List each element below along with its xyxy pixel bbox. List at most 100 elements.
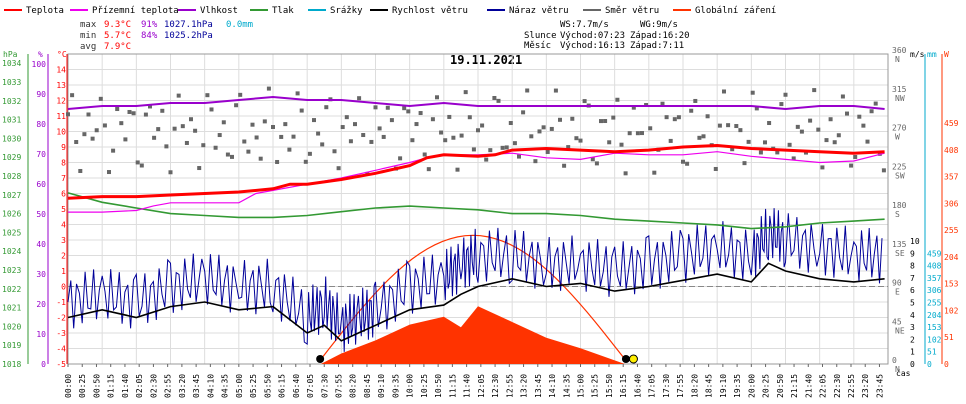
- wind-dir-point: [635, 131, 640, 136]
- tick-label-wind-dir-name: N: [895, 55, 900, 64]
- x-tick-label: 18:45: [705, 374, 714, 398]
- tick-label-wind-dir-name: NE: [895, 326, 905, 335]
- wind-dir-point: [795, 124, 800, 129]
- wind-gust-line: [67, 208, 883, 352]
- wind-dir-point: [820, 165, 825, 170]
- tick-label-rain: 255: [927, 299, 942, 308]
- wind-dir-point: [763, 140, 767, 145]
- wind-dir-point: [676, 115, 681, 120]
- tick-label-pct: 20: [36, 300, 46, 309]
- unit-pct: %: [38, 50, 43, 59]
- wind-dir-point: [701, 134, 706, 139]
- wind-dir-point: [176, 93, 181, 98]
- x-tick-label: 02:55: [164, 374, 173, 398]
- wind-dir-point: [398, 156, 403, 161]
- wind-dir-point: [320, 142, 325, 147]
- wind-dir-point: [102, 123, 107, 128]
- x-tick-label: 20:00: [747, 374, 756, 398]
- tick-label-wind-ms: 9: [910, 249, 915, 258]
- x-tick-label: 21:15: [790, 374, 799, 398]
- tick-label-wind-dir: 45: [892, 317, 902, 326]
- unit-rad: W: [944, 50, 949, 59]
- temperature-line: [67, 143, 885, 200]
- wind-dir-point: [865, 139, 870, 144]
- x-tick-label: 08:20: [349, 374, 358, 398]
- x-tick-label: 07:05: [306, 374, 315, 398]
- legend-label: Tlak: [272, 6, 294, 16]
- wind-dir-point: [881, 168, 886, 173]
- tick-label-wind-ms: 1: [910, 348, 915, 357]
- moon-rise: Východ:16:13: [560, 41, 625, 51]
- wind-dir-point: [808, 118, 813, 123]
- wind-dir-point: [861, 123, 866, 128]
- wind-dir-point: [287, 147, 292, 152]
- unit-time: čas: [896, 368, 911, 378]
- tick-label-degc: 11: [56, 112, 66, 121]
- legend-label: Směr větru: [605, 6, 659, 16]
- tick-label-hpa: 1023: [2, 266, 21, 275]
- wind-dir-point: [123, 137, 128, 142]
- tick-label-degc: 13: [56, 81, 66, 90]
- wind-dir-point: [98, 96, 103, 101]
- wind-dir-point: [705, 114, 710, 119]
- humidity-line: [67, 95, 885, 111]
- tick-label-rain: 51: [927, 348, 937, 357]
- x-tick-label: 09:10: [377, 374, 386, 398]
- x-tick-label: 02:30: [149, 374, 158, 398]
- y-axes: 1018101910201021102210231024102510261027…: [2, 46, 959, 374]
- wind-dir-point: [738, 128, 743, 133]
- wind-dir-point: [590, 157, 595, 162]
- wind-dir-point: [90, 136, 95, 141]
- x-tick-label: 06:40: [292, 374, 301, 398]
- legend-label: Srážky: [330, 6, 363, 16]
- tick-label-pct: 0: [41, 360, 46, 369]
- wind-dir-point: [299, 108, 304, 113]
- tick-label-hpa: 1034: [2, 59, 21, 68]
- x-tick-label: 10:50: [434, 374, 443, 398]
- tick-label-hpa: 1027: [2, 191, 21, 200]
- wind-sun-info: WS:7.7m/s WG:9m/s Slunce Východ:07:23 Zá…: [524, 20, 690, 51]
- x-tick-label: 04:10: [206, 374, 215, 398]
- wind-dir-point: [152, 135, 157, 140]
- x-tick-label: 09:35: [391, 374, 400, 398]
- wind-dir-point: [730, 147, 735, 152]
- x-tick-label: 05:25: [249, 374, 258, 398]
- tick-label-wind-ms: 3: [910, 323, 915, 332]
- wind-dir-point: [857, 114, 862, 119]
- tick-label-rad: 102: [944, 306, 959, 315]
- tick-label-hpa: 1025: [2, 228, 21, 237]
- wind-dir-point: [271, 125, 275, 130]
- wind-dir-point: [824, 138, 829, 143]
- wind-dir-point: [853, 154, 858, 159]
- stat-min-temp: 5.7°C: [104, 31, 131, 41]
- wind-dir-point: [238, 92, 243, 97]
- wind-dir-point: [213, 145, 218, 150]
- wind-dir-point: [381, 134, 386, 139]
- tick-label-wind-ms: 5: [910, 299, 915, 308]
- wind-dir-point: [246, 149, 251, 154]
- legend-label: Přízemní teplota: [92, 6, 179, 16]
- wind-dir-point: [582, 99, 587, 104]
- legend: Teplota Přízemní teplota Vlhkost Tlak Srážky…: [4, 6, 776, 16]
- wind-dir-point: [816, 127, 821, 132]
- wind-dir-point: [754, 106, 759, 111]
- tick-label-hpa: 1022: [2, 285, 21, 294]
- radiation-clear-sky-curve: [320, 234, 626, 360]
- wind-dir-point: [217, 133, 222, 138]
- x-tick-label: 01:40: [121, 374, 130, 398]
- wind-dir-point: [131, 111, 136, 116]
- tick-label-wind-dir: 270: [892, 124, 907, 133]
- unit-rain: mm: [927, 50, 937, 59]
- wind-dir-point: [836, 133, 841, 138]
- wind-dir-point: [734, 124, 739, 129]
- tick-label-hpa: 1028: [2, 172, 21, 181]
- tick-label-rain: 306: [927, 286, 942, 295]
- tick-label-wind-dir-name: N: [895, 365, 900, 374]
- tick-label-degc: 7: [61, 174, 66, 183]
- tick-label-pct: 40: [36, 240, 46, 249]
- wind-dir-point: [845, 111, 849, 116]
- x-tick-label: 19:35: [733, 374, 742, 398]
- wind-dir-point: [869, 109, 874, 114]
- x-tick-label: 05:00: [235, 374, 244, 398]
- tick-label-hpa: 1033: [2, 78, 21, 87]
